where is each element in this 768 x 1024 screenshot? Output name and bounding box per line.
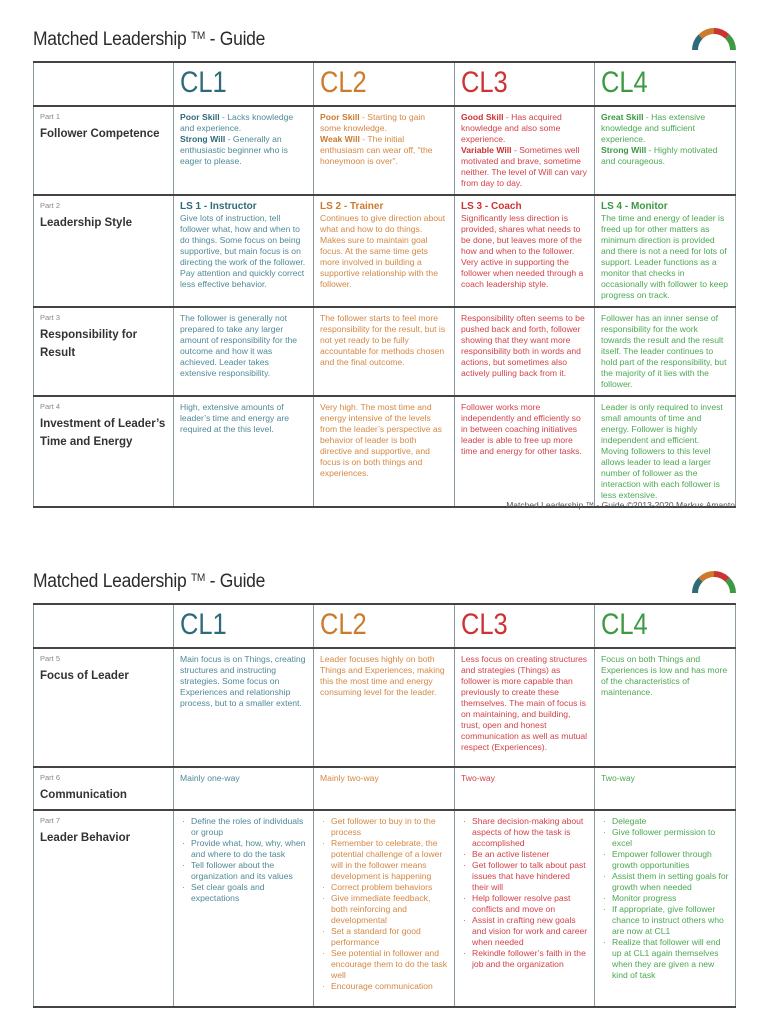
semicircle-gauge-icon [692,28,736,51]
list-item: See potential in follower and encourage … [320,948,448,981]
cell-cl1: LS 1 - Instructor Give lots of instructi… [173,194,314,308]
list-item: Get follower to buy in to the process [320,816,448,838]
header-cl4: CL4 [594,61,736,107]
cell-cl3: Share decision-making about aspects of h… [454,809,595,1008]
table-row: Part 2 Leadership Style LS 1 - Instructo… [33,194,736,308]
cell-cl4: Great Skill - Has extensive knowledge an… [594,105,736,196]
cell-cl4: Two-way [594,766,736,811]
list-item: Give follower permission to excel [601,827,729,849]
row-label-cell: Part 4 Investment of Leader’s Time and E… [33,395,174,508]
cell-cl4: Follower has an inner sense of responsib… [594,306,736,397]
list-item: Share decision-making about aspects of h… [461,816,588,849]
cell-cl4: LS 4 - Monitor The time and energy of le… [594,194,736,308]
header-cl4: CL4 [594,603,736,649]
semicircle-gauge-icon [692,571,736,594]
list-item: Help follower resolve past conflicts and… [461,893,588,915]
cell-cl3: Follower works more independently and ef… [454,395,595,508]
cell-cl2: Get follower to buy in to the process Re… [313,809,455,1008]
table-row: Part 7 Leader Behavior Define the roles … [33,809,736,1008]
cell-cl1: Mainly one-way [173,766,314,811]
table-row: Part 3 Responsibility for Result The fol… [33,306,736,397]
row-label-cell: Part 6 Communication [33,766,174,811]
header-cl3: CL3 [454,603,595,649]
table-row: Part 5 Focus of Leader Main focus is on … [33,647,736,768]
list-item: Monitor progress [601,893,729,904]
behavior-list: Define the roles of individuals or group… [180,816,307,904]
copyright-footer: Matched Leadership ™ - Guide ©2013-2020 … [506,500,735,510]
list-item: Be an active listener [461,849,588,860]
list-item: Remember to celebrate, the potential cha… [320,838,448,882]
cell-cl4: Focus on both Things and Experiences is … [594,647,736,768]
list-item: Realize that follower will end up at CL1… [601,937,729,981]
list-item: Give immediate feedback, both reinforcin… [320,893,448,926]
list-item: Provide what, how, why, when and where t… [180,838,307,860]
behavior-list: Get follower to buy in to the process Re… [320,816,448,992]
row-label-cell: Part 1 Follower Competence [33,105,174,196]
row-label-cell: Part 3 Responsibility for Result [33,306,174,397]
list-item: Encourage communication [320,981,448,992]
cell-cl3: LS 3 - Coach Significantly less directio… [454,194,595,308]
table-header-row: CL1 CL2 CL3 CL4 [33,603,736,649]
behavior-list: Share decision-making about aspects of h… [461,816,588,970]
list-item: Define the roles of individuals or group [180,816,307,838]
competence-table: CL1 CL2 CL3 CL4 Part 1 Follower Competen… [33,61,736,508]
page-title: Matched Leadership TM - Guide [33,571,266,592]
cell-cl1: The follower is generally not prepared t… [173,306,314,397]
row-label-cell: Part 5 Focus of Leader [33,647,174,768]
cell-cl2: LS 2 - Trainer Continues to give directi… [313,194,455,308]
cell-cl3: Less focus on creating structures and st… [454,647,595,768]
table-header-row: CL1 CL2 CL3 CL4 [33,61,736,107]
cell-cl2: Mainly two-way [313,766,455,811]
list-item: Assist them in setting goals for growth … [601,871,729,893]
behavior-table: CL1 CL2 CL3 CL4 Part 5 Focus of Leader M… [33,603,736,1008]
cell-cl3: Good Skill - Has acquired knowledge and … [454,105,595,196]
cell-cl3: Responsibility often seems to be pushed … [454,306,595,397]
cell-cl1: Define the roles of individuals or group… [173,809,314,1008]
list-item: Rekindle follower’s faith in the job and… [461,948,588,970]
header-empty-cell [33,603,174,649]
list-item: Empower follower through growth opportun… [601,849,729,871]
list-item: Assist in crafting new goals and vision … [461,915,588,948]
header-cl2: CL2 [313,603,455,649]
cell-cl3: Two-way [454,766,595,811]
header-cl2: CL2 [313,61,455,107]
table-row: Part 4 Investment of Leader’s Time and E… [33,395,736,508]
page-title: Matched Leadership TM - Guide [33,29,266,50]
header-cl1: CL1 [173,61,314,107]
table-row: Part 6 Communication Mainly one-way Main… [33,766,736,811]
list-item: Tell follower about the organization and… [180,860,307,882]
cell-cl2: The follower starts to feel more respons… [313,306,455,397]
list-item: Correct problem behaviors [320,882,448,893]
list-item: If appropriate, give follower chance to … [601,904,729,937]
list-item: Delegate [601,816,729,827]
cell-cl1: Poor Skill - Lacks knowledge and experie… [173,105,314,196]
cell-cl2: Poor Skill - Starting to gain some knowl… [313,105,455,196]
list-item: Set clear goals and expectations [180,882,307,904]
header-cl3: CL3 [454,61,595,107]
row-label-cell: Part 2 Leadership Style [33,194,174,308]
header-cl1: CL1 [173,603,314,649]
cell-cl4: Leader is only required to invest small … [594,395,736,508]
cell-cl1: Main focus is on Things, creating struct… [173,647,314,768]
list-item: Get follower to talk about past issues t… [461,860,588,893]
header-empty-cell [33,61,174,107]
list-item: Set a standard for good performance [320,926,448,948]
cell-cl1: High, extensive amounts of leader’s time… [173,395,314,508]
table-row: Part 1 Follower Competence Poor Skill - … [33,105,736,196]
row-label-cell: Part 7 Leader Behavior [33,809,174,1008]
cell-cl2: Very high. The most time and energy inte… [313,395,455,508]
cell-cl2: Leader focuses highly on both Things and… [313,647,455,768]
cell-cl4: Delegate Give follower permission to exc… [594,809,736,1008]
behavior-list: Delegate Give follower permission to exc… [601,816,729,981]
